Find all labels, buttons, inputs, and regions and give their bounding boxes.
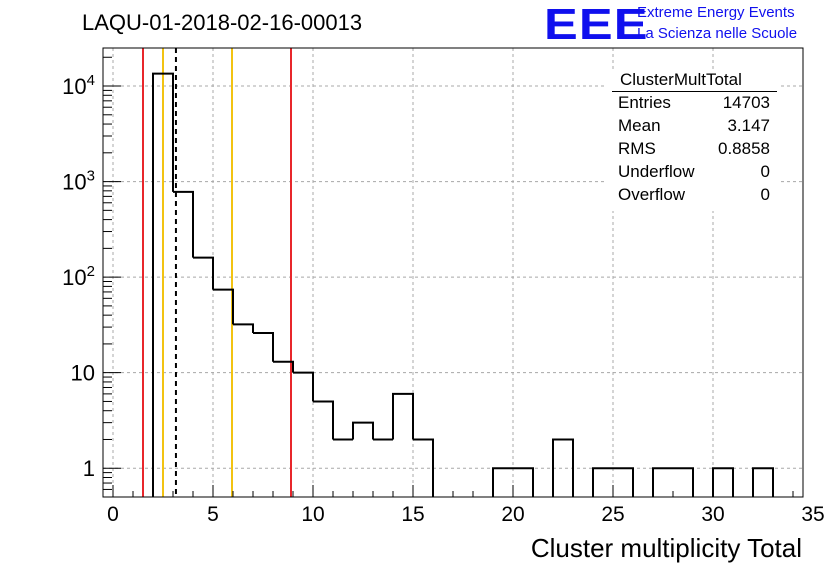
x-tick-label: 20 bbox=[501, 503, 524, 526]
histogram-bin bbox=[673, 467, 694, 497]
x-tick-label: 5 bbox=[207, 503, 219, 526]
histogram-bin bbox=[392, 392, 414, 440]
stats-divider bbox=[612, 91, 777, 92]
stats-label: Mean bbox=[618, 116, 661, 135]
stats-label: Entries bbox=[618, 93, 671, 112]
stats-label: RMS bbox=[618, 139, 656, 158]
y-tick-label: 103 bbox=[62, 168, 95, 195]
stats-row-entries: Entries 14703 bbox=[618, 93, 770, 115]
histogram-bin bbox=[492, 467, 513, 497]
histogram-bin bbox=[313, 400, 334, 440]
x-axis-label: Cluster multiplicity Total bbox=[530, 533, 802, 563]
histogram-bin bbox=[592, 467, 613, 497]
stats-value: 0 bbox=[760, 185, 770, 204]
x-tick-label: 30 bbox=[701, 503, 724, 526]
chart-title: LAQU-01-2018-02-16-00013 bbox=[82, 10, 363, 35]
stats-label: Overflow bbox=[618, 185, 686, 204]
stats-value: 3.147 bbox=[727, 116, 770, 135]
logo-line-2: La Scienza nelle Scuole bbox=[637, 25, 798, 42]
histogram-bin bbox=[193, 256, 214, 290]
histogram-bin bbox=[652, 467, 673, 497]
stats-row-mean: Mean 3.147 bbox=[618, 116, 770, 138]
histogram-bin bbox=[552, 438, 574, 497]
histogram-bin bbox=[352, 421, 374, 440]
stats-value: 0.8858 bbox=[718, 139, 770, 158]
x-tick-label: 10 bbox=[301, 503, 324, 526]
stats-box: ClusterMultTotal Entries 14703 Mean 3.14… bbox=[607, 69, 779, 211]
y-tick-label: 102 bbox=[62, 263, 95, 290]
histogram-bin bbox=[273, 360, 294, 373]
histogram-bin bbox=[413, 438, 434, 497]
stats-value: 14703 bbox=[722, 93, 770, 112]
axis-ticks bbox=[103, 56, 794, 498]
histogram-bin bbox=[613, 467, 634, 497]
x-tick-label: 15 bbox=[401, 503, 424, 526]
logo-line-1: Extreme Energy Events bbox=[637, 4, 795, 21]
y-tick-label: 104 bbox=[62, 72, 95, 99]
histogram-bin bbox=[233, 323, 254, 334]
y-tick-label: 10 bbox=[71, 361, 95, 386]
histogram-bin bbox=[213, 288, 234, 325]
x-tick-label: 25 bbox=[601, 503, 624, 526]
tick-labels: 0 5 10 15 20 25 30 35 1 10 102 103 104 bbox=[62, 72, 825, 526]
histogram-bin bbox=[752, 467, 774, 497]
histogram-bin bbox=[513, 467, 534, 497]
eee-logo: EEE bbox=[544, 0, 649, 49]
stats-label: Underflow bbox=[618, 162, 695, 181]
histogram-bin bbox=[173, 190, 194, 258]
y-tick-label: 1 bbox=[83, 456, 95, 481]
histogram-bars bbox=[152, 72, 774, 497]
stats-value: 0 bbox=[760, 162, 770, 181]
histogram-bin bbox=[293, 371, 314, 402]
x-tick-label: 0 bbox=[107, 503, 119, 526]
histogram-bin bbox=[253, 332, 274, 362]
stats-row-overflow: Overflow 0 bbox=[618, 185, 770, 207]
stats-row-underflow: Underflow 0 bbox=[618, 162, 770, 184]
x-tick-label: 35 bbox=[801, 503, 824, 526]
stats-row-rms: RMS 0.8858 bbox=[618, 139, 770, 161]
marker-lines bbox=[142, 48, 292, 497]
histogram-bin bbox=[152, 72, 174, 497]
stats-title: ClusterMultTotal bbox=[620, 70, 742, 89]
histogram-bin bbox=[712, 467, 734, 497]
